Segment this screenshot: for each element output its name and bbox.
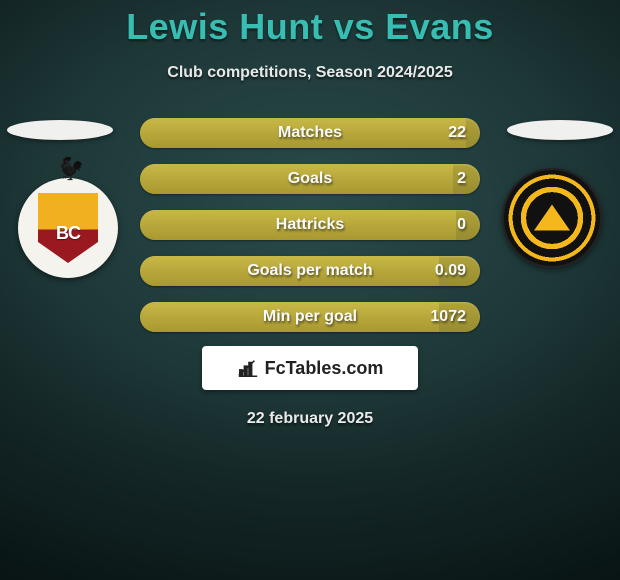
stat-value: 1072: [430, 302, 466, 332]
stat-label: Hattricks: [276, 210, 344, 240]
page-title: Lewis Hunt vs Evans: [0, 6, 620, 48]
page-subtitle: Club competitions, Season 2024/2025: [0, 64, 620, 82]
stat-row-goals_per_match: Goals per match 0.09: [140, 256, 480, 286]
stat-label: Min per goal: [263, 302, 357, 332]
stat-label: Matches: [278, 118, 342, 148]
club-badge-right: [502, 168, 602, 268]
rooster-icon: 🐓: [57, 156, 84, 182]
player-slot-left: [7, 120, 113, 140]
site-logo[interactable]: FcTables.com: [202, 346, 418, 390]
stat-value: 2: [457, 164, 466, 194]
stat-row-matches: Matches 22: [140, 118, 480, 148]
shield-icon: BC: [38, 193, 98, 263]
snapshot-date: 22 february 2025: [0, 410, 620, 428]
stat-value: 0.09: [435, 256, 466, 286]
player-slot-right: [507, 120, 613, 140]
stats-rows: Matches 22 Goals 2 Hattricks 0 Goals per match…: [140, 118, 480, 348]
stat-value: 0: [457, 210, 466, 240]
stat-label: Goals: [288, 164, 332, 194]
stat-row-hattricks: Hattricks 0: [140, 210, 480, 240]
site-name: FcTables.com: [265, 358, 384, 379]
stat-value: 22: [448, 118, 466, 148]
content-root: Lewis Hunt vs Evans Club competitions, S…: [0, 0, 620, 82]
badge-left-initials: BC: [56, 223, 80, 244]
stat-row-goals: Goals 2: [140, 164, 480, 194]
bar-chart-icon: [237, 357, 259, 379]
club-badge-left: 🐓 BC: [18, 178, 118, 278]
stat-label: Goals per match: [247, 256, 372, 286]
stat-row-min_per_goal: Min per goal 1072: [140, 302, 480, 332]
